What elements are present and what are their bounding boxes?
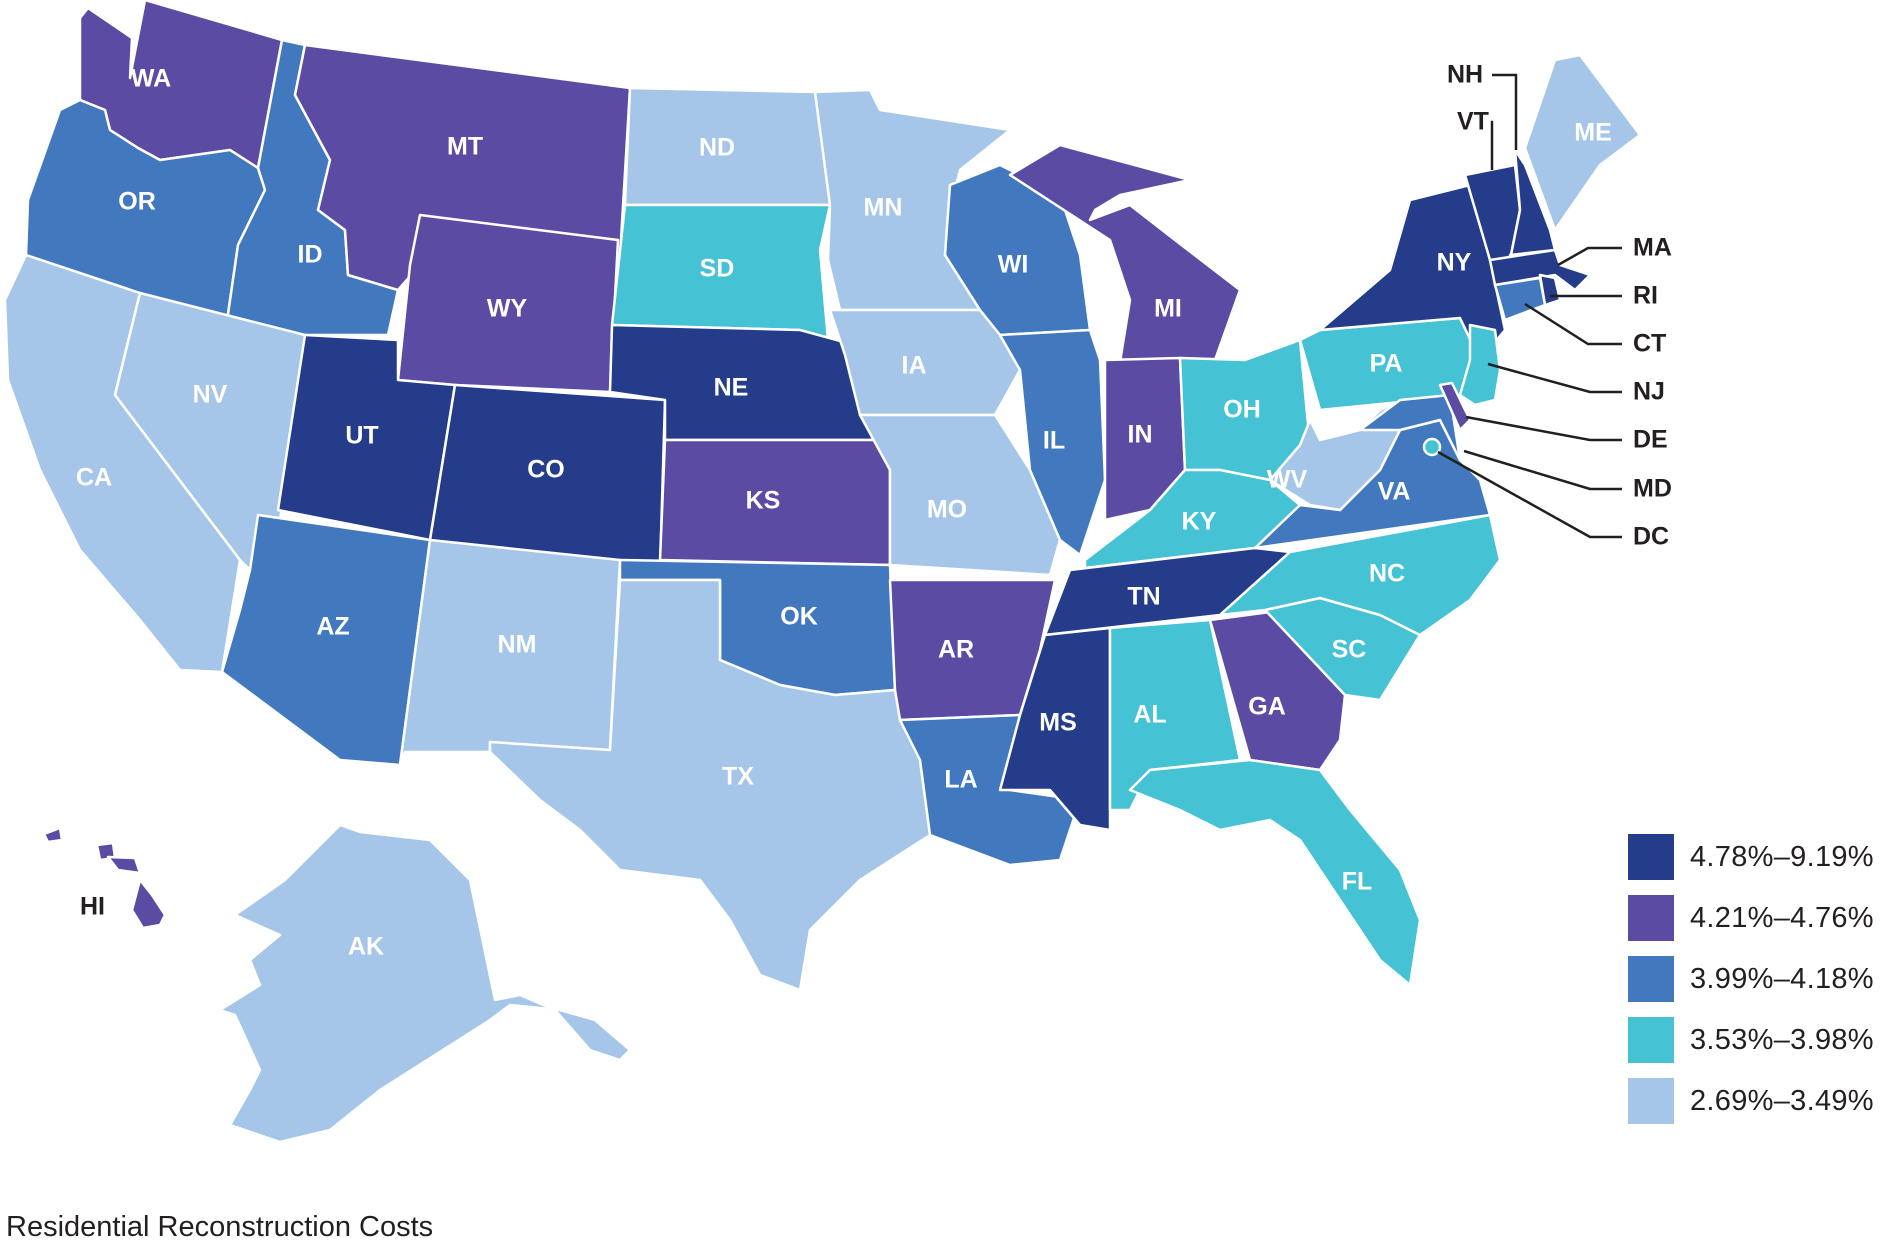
label-CT: CT [1633,330,1666,358]
label-DC: DC [1633,523,1669,551]
label-MA: MA [1633,234,1672,262]
state-CT[interactable] [1493,276,1547,322]
legend-item: 3.99%–4.18% [1628,956,1874,1002]
state-HI-4[interactable] [130,878,167,930]
label-NH: NH [1447,61,1483,89]
legend-swatch [1628,1017,1674,1063]
legend-swatch [1628,834,1674,880]
label-SC: SC [1332,636,1367,664]
state-MD[interactable] [1358,393,1462,462]
state-MI[interactable] [1008,143,1242,364]
label-OH: OH [1223,396,1261,424]
label-NM: NM [498,631,537,659]
state-labels: WA OR CA ID NV MT WY UT AZ CO NM ND SD N… [76,65,1612,961]
legend-label: 3.53%–3.98% [1690,1023,1874,1056]
label-VA: VA [1378,478,1411,506]
legend-swatch [1628,895,1674,941]
state-NJ[interactable] [1458,323,1502,407]
state-NC[interactable] [1218,513,1502,637]
label-IN: IN [1128,421,1153,449]
label-VT: VT [1457,108,1489,136]
callouts: NH VT MA RI CT NJ DE MD DC HI [80,61,1672,921]
label-CO: CO [527,456,565,484]
label-MT: MT [447,133,483,161]
label-NC: NC [1369,560,1405,588]
label-AR: AR [938,636,974,664]
label-KY: KY [1182,508,1217,536]
legend-item: 3.53%–3.98% [1628,1017,1874,1063]
label-CA: CA [76,464,112,492]
legend-swatch [1628,956,1674,1002]
label-TN: TN [1127,583,1160,611]
label-MD: MD [1633,475,1672,503]
label-KS: KS [746,487,781,515]
label-WY: WY [487,295,528,323]
label-GA: GA [1248,693,1286,721]
legend: 4.78%–9.19% 4.21%–4.76% 3.99%–4.18% 3.53… [1628,834,1874,1139]
label-WI: WI [998,251,1029,279]
label-HI: HI [80,893,105,921]
state-TX[interactable] [488,578,932,992]
legend-label: 4.21%–4.76% [1690,901,1874,934]
label-ME: ME [1574,119,1612,147]
label-ND: ND [699,134,735,162]
label-TX: TX [722,763,754,791]
leader-DC [1437,450,1622,539]
label-ID: ID [298,241,323,269]
legend-label: 2.69%–3.49% [1690,1084,1874,1117]
label-IA: IA [902,352,927,380]
label-LA: LA [944,766,977,794]
state-ME[interactable] [1523,53,1642,232]
label-WV: WV [1267,466,1308,494]
legend-label: 4.78%–9.19% [1690,840,1874,873]
state-MO[interactable] [858,413,1062,577]
label-MS: MS [1039,709,1077,737]
state-IL[interactable] [998,328,1107,557]
legend-label: 3.99%–4.18% [1690,962,1874,995]
legend-item: 4.21%–4.76% [1628,895,1874,941]
label-RI: RI [1633,282,1658,310]
leader-MA [1557,246,1622,267]
leader-MD [1463,449,1622,491]
label-SD: SD [700,255,735,283]
label-MO: MO [927,496,967,524]
legend-item: 2.69%–3.49% [1628,1078,1874,1124]
leader-DE [1465,415,1622,442]
label-WA: WA [131,65,171,93]
legend-item: 4.78%–9.19% [1628,834,1874,880]
leader-VT [1490,120,1494,170]
label-UT: UT [345,422,378,450]
label-IL: IL [1043,427,1065,455]
legend-swatch [1628,1078,1674,1124]
state-AK[interactable] [218,823,632,1144]
state-HI-1[interactable] [42,826,64,844]
state-FL[interactable] [1128,758,1422,987]
label-OR: OR [118,188,156,216]
map-title: Residential Reconstruction Costs [6,1211,434,1243]
label-MN: MN [864,194,903,222]
leader-CT [1524,302,1622,346]
label-FL: FL [1342,868,1373,896]
state-DE[interactable] [1438,381,1472,432]
label-AZ: AZ [316,613,349,641]
state-HI-3[interactable] [106,855,142,875]
label-AK: AK [348,933,384,961]
label-NV: NV [193,381,228,409]
label-NY: NY [1437,249,1472,277]
label-NE: NE [714,374,749,402]
label-PA: PA [1370,350,1403,378]
label-AL: AL [1133,701,1166,729]
state-DC[interactable] [1422,437,1442,457]
leader-NH [1492,73,1518,150]
label-OK: OK [780,603,818,631]
label-DE: DE [1633,426,1668,454]
label-MI: MI [1154,295,1182,323]
label-NJ: NJ [1633,378,1665,406]
leader-NJ [1487,362,1622,394]
